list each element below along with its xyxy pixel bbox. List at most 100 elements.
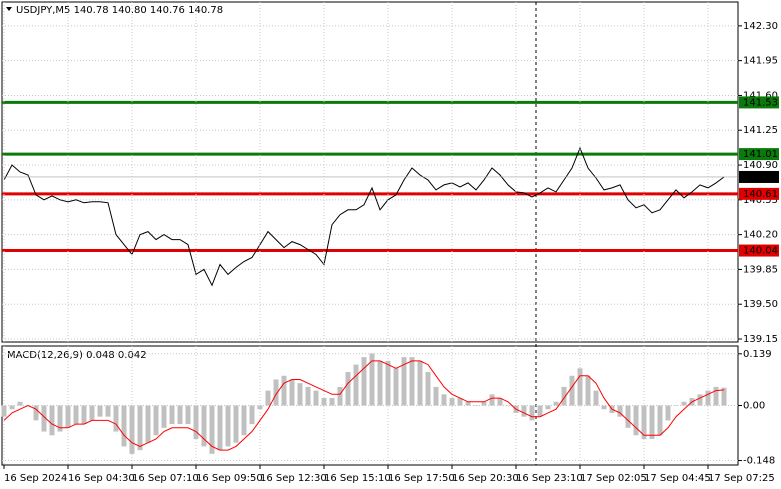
histogram-bar (489, 394, 495, 406)
histogram-bar (545, 405, 551, 410)
histogram-bar (393, 368, 399, 406)
x-tick-label: 16 Sep 09:50 (196, 473, 263, 484)
histogram-bar (713, 386, 719, 406)
histogram-bar (121, 405, 127, 447)
histogram-bar (137, 405, 143, 451)
x-tick-label: 17 Sep 07:25 (708, 473, 775, 484)
histogram-bar (249, 405, 255, 425)
x-tick-label: 16 Sep 2024 (4, 473, 67, 484)
histogram-bar (17, 401, 23, 406)
histogram-bar (345, 372, 351, 406)
histogram-bar (241, 405, 247, 436)
histogram-bar (705, 390, 711, 406)
histogram-bar (169, 405, 175, 425)
x-tick-label: 16 Sep 23:10 (516, 473, 583, 484)
histogram-bar (377, 360, 383, 406)
x-tick-label: 16 Sep 12:30 (260, 473, 327, 484)
histogram-bar (633, 405, 639, 436)
histogram-bar (65, 405, 71, 428)
level-tag (739, 244, 779, 257)
histogram-bar (57, 405, 63, 432)
chart-title: USDJPY,M5 140.78 140.80 140.76 140.78 (16, 5, 223, 16)
y-tick-label: 142.30 (743, 21, 778, 32)
histogram-bar (9, 405, 15, 410)
histogram-bar (369, 353, 375, 406)
histogram-bar (537, 405, 543, 417)
x-tick-label: 16 Sep 07:10 (132, 473, 199, 484)
histogram-bar (33, 405, 39, 421)
histogram-bar (257, 405, 263, 410)
histogram-bar (449, 398, 455, 406)
histogram-bar (529, 405, 535, 421)
histogram-bar (97, 405, 103, 417)
histogram-bar (521, 405, 527, 417)
histogram-bar (625, 405, 631, 428)
histogram-bar (145, 405, 151, 443)
histogram-bar (401, 357, 407, 406)
menu-arrow (6, 7, 12, 11)
y-tick-label: 141.25 (743, 125, 778, 136)
histogram-bar (457, 398, 463, 406)
y-tick-label: 139.15 (743, 334, 778, 345)
histogram-bar (193, 405, 199, 439)
histogram-bar (665, 405, 671, 421)
histogram-bar (657, 405, 663, 436)
histogram-bar (585, 375, 591, 406)
histogram-bar (593, 390, 599, 406)
price-pane-frame (1, 1, 739, 343)
histogram-bar (385, 360, 391, 406)
histogram-bar (185, 405, 191, 425)
histogram-bar (265, 390, 271, 406)
y-tick-label: 0.00 (743, 401, 765, 412)
histogram-bar (433, 386, 439, 406)
histogram-bar (233, 405, 239, 443)
histogram-bar (697, 394, 703, 406)
y-tick-label: 140.55 (743, 195, 778, 206)
histogram-bar (649, 405, 655, 439)
histogram-bar (505, 405, 511, 406)
histogram-bar (313, 390, 319, 406)
last-price-label: 140.78 (743, 172, 778, 183)
histogram-bar (409, 357, 415, 406)
histogram-bar (361, 357, 367, 406)
histogram-bar (577, 368, 583, 406)
histogram-bar (105, 405, 111, 417)
y-tick-label: 140.20 (743, 230, 778, 241)
histogram-bar (673, 405, 679, 406)
histogram-bar (201, 405, 207, 447)
histogram-bar (161, 405, 167, 428)
level-label: 141.01 (743, 149, 778, 160)
histogram-bar (113, 405, 119, 432)
last-price-tag (739, 170, 779, 183)
histogram-bar (553, 401, 559, 406)
histogram-bar (225, 405, 231, 447)
histogram-bar (481, 401, 487, 406)
histogram-bar (353, 364, 359, 406)
histogram-bar (721, 387, 727, 406)
histogram-bar (281, 375, 287, 406)
histogram-bar (177, 405, 183, 425)
signal-line (3, 360, 725, 451)
histogram-bar (153, 405, 159, 436)
histogram-bar (497, 398, 503, 406)
histogram-bar (89, 405, 95, 421)
histogram-bar (217, 405, 223, 451)
histogram-bar (441, 394, 447, 406)
level-label: 140.61 (743, 189, 778, 200)
histogram-bar (209, 405, 215, 454)
histogram-bar (49, 405, 55, 436)
histogram-bar (81, 405, 87, 425)
level-label: 140.04 (743, 246, 778, 257)
x-tick-label: 16 Sep 20:30 (452, 473, 519, 484)
level-tag (739, 187, 779, 200)
histogram-bar (1, 405, 7, 417)
macd-title: MACD(12,26,9) 0.048 0.042 (7, 350, 147, 361)
level-label: 141.53 (743, 97, 778, 108)
y-tick-label: 141.95 (743, 56, 778, 67)
level-tag (739, 96, 779, 109)
histogram-bar (601, 405, 607, 410)
histogram-bar (641, 405, 647, 439)
y-tick-label: 139.85 (743, 264, 778, 275)
